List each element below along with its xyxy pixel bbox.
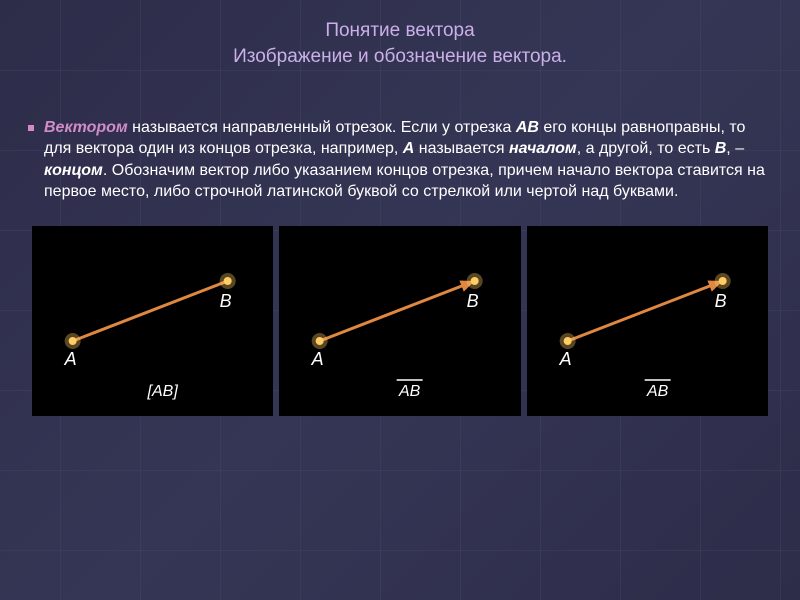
bullet-item: Вектором называется направленный отрезок… [28, 117, 772, 201]
svg-text:А: А [64, 349, 77, 369]
svg-text:AB: AB [646, 383, 669, 400]
svg-text:AB: AB [398, 383, 421, 400]
em-vector: Вектором [44, 119, 128, 136]
em-end: концом [44, 162, 103, 179]
diagram-panel-2: А В AB [279, 226, 520, 416]
diagram-panel-1: А В [AB] [32, 226, 273, 416]
em-begin: началом [509, 140, 577, 157]
em-b: В [715, 140, 727, 157]
svg-text:В: В [467, 291, 479, 311]
svg-text:В: В [220, 291, 232, 311]
em-a: А [403, 140, 415, 157]
slide-content: Понятие вектора Изображение и обозначени… [0, 0, 800, 436]
bullet-marker [28, 125, 34, 131]
definition-text: Вектором называется направленный отрезок… [44, 117, 772, 201]
diagram-panels: А В [AB] А В AB А В AB [28, 226, 772, 416]
svg-text:[AB]: [AB] [147, 383, 179, 400]
title-line-2: Изображение и обозначение вектора. [233, 46, 567, 67]
svg-text:А: А [558, 349, 571, 369]
svg-text:В: В [714, 291, 726, 311]
svg-text:А: А [311, 349, 324, 369]
diagram-panel-3: А В AB [527, 226, 768, 416]
title-line-1: Понятие вектора [325, 20, 474, 41]
slide-title: Понятие вектора Изображение и обозначени… [28, 18, 772, 69]
em-ab: АВ [516, 119, 539, 136]
